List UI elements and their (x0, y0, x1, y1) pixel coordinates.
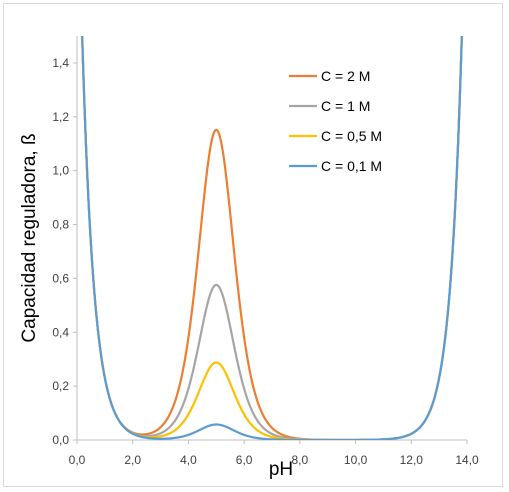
y-tick-label: 0,2 (52, 379, 69, 393)
x-tick-label: 8,0 (292, 453, 309, 467)
x-tick-label: 10,0 (344, 453, 368, 467)
ticks-layer: 0,0 2,0 4,0 6,0 8,0 10,0 12,0 14,0 0,0 0,2 0,4 0,6 0… (52, 56, 479, 467)
y-tick-label: 0,0 (52, 433, 69, 447)
x-tick-label: 2,0 (124, 453, 141, 467)
legend-entry: C = 1 M (321, 98, 370, 114)
x-tick-label: 4,0 (180, 453, 197, 467)
axes (76, 36, 467, 441)
y-tick-label: 0,4 (52, 325, 69, 339)
series-line-2 (81, 36, 463, 440)
y-tick-label: 0,8 (52, 218, 69, 232)
series-layer (81, 36, 463, 440)
y-tick-label: 1,0 (52, 164, 69, 178)
y-tick-label: 1,2 (52, 110, 69, 124)
legend-entry: C = 0,5 M (321, 128, 382, 144)
chart-frame: 0,0 2,0 4,0 6,0 8,0 10,0 12,0 14,0 0,0 0,2 0,4 0,6 0… (3, 3, 503, 487)
legend: C = 2 M C = 1 M C = 0,5 M C = 0,1 M (289, 68, 382, 174)
series-line-0.1 (81, 36, 463, 440)
series-line-0.5 (81, 36, 463, 440)
series-line-1 (81, 36, 463, 440)
legend-entry: C = 0,1 M (321, 158, 382, 174)
legend-entry: C = 2 M (321, 68, 370, 84)
x-tick-label: 6,0 (236, 453, 253, 467)
x-tick-label: 0,0 (69, 453, 86, 467)
y-axis-label: Capacidad reguladora, ß (19, 133, 40, 342)
buffer-capacity-chart: 0,0 2,0 4,0 6,0 8,0 10,0 12,0 14,0 0,0 0,2 0,4 0,6 0… (19, 36, 479, 480)
x-tick-label: 14,0 (455, 453, 479, 467)
x-tick-label: 12,0 (400, 453, 424, 467)
x-axis-label: pH (269, 459, 293, 480)
y-tick-label: 0,6 (52, 271, 69, 285)
y-tick-label: 1,4 (52, 56, 69, 70)
